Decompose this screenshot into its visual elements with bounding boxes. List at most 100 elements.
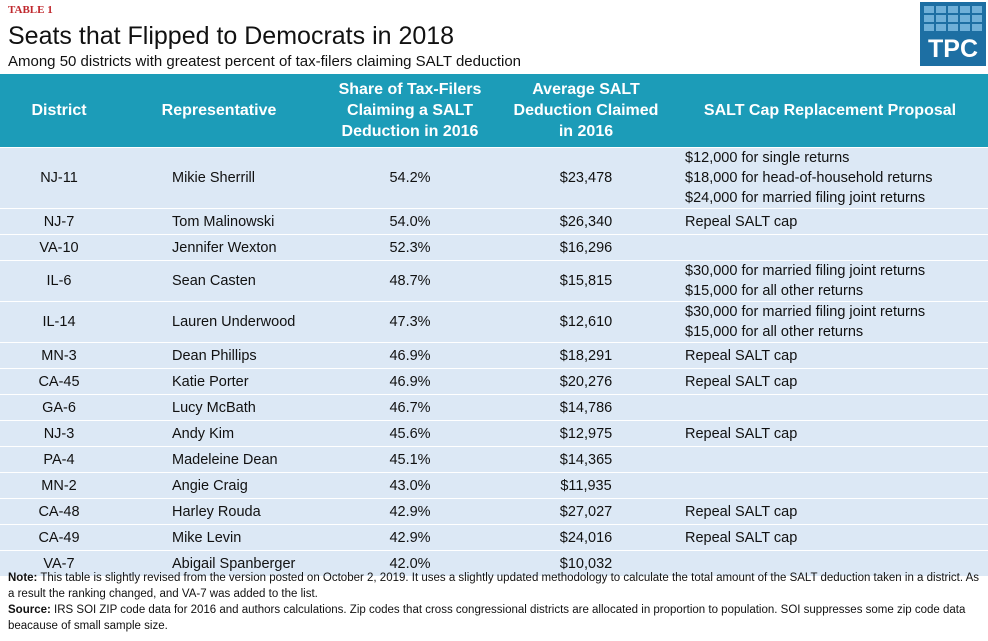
cell: $14,365 (500, 446, 672, 473)
cell: 54.2% (320, 147, 500, 209)
cell: IL-14 (0, 301, 118, 343)
cell: 54.0% (320, 208, 500, 235)
cell: $30,000 for married filing joint returns… (672, 260, 988, 302)
cell: 45.1% (320, 446, 500, 473)
cell-line: $12,000 for single returns (685, 150, 850, 166)
cell-line: Repeal SALT cap (685, 503, 798, 520)
cell: GA-6 (0, 394, 118, 421)
note-text: This table is slightly revised from the … (8, 572, 980, 600)
cell: Lauren Underwood (118, 301, 320, 343)
cell: $27,027 (500, 498, 672, 525)
cell: 42.0% (320, 550, 500, 576)
cell-line: $30,000 for married filing joint returns (685, 304, 926, 320)
logo: TPC (920, 2, 986, 66)
cell: $12,610 (500, 301, 672, 343)
cell: Repeal SALT cap (672, 524, 988, 551)
cell (672, 472, 988, 499)
table-row: IL-6 Sean Casten 48.7% $15,815 $30,000 for m… (0, 260, 988, 302)
cell: Jennifer Wexton (118, 234, 320, 261)
cell: Andy Kim (118, 420, 320, 447)
cell-line: Repeal SALT cap (685, 425, 798, 442)
table-body: NJ-11 Mikie Sherrill 54.2% $23,478 $12,000 f… (0, 147, 988, 576)
table-row: CA-45 Katie Porter 46.9% $20,276 Repeal SALT… (0, 368, 988, 395)
note: Note: This table is slightly revised fro… (8, 570, 984, 602)
table-row: NJ-7 Tom Malinowski 54.0% $26,340 Repeal SAL… (0, 208, 988, 235)
cell: Katie Porter (118, 368, 320, 395)
table-row: VA-7 Abigail Spanberger 42.0% $10,032 (0, 550, 988, 576)
cell: 46.7% (320, 394, 500, 421)
cell-line: $24,000 for married filing joint returns (685, 190, 926, 206)
column-header: Share of Tax-Filers Claiming a SALT Dedu… (320, 74, 500, 148)
cell: $10,032 (500, 550, 672, 576)
cell: 42.9% (320, 498, 500, 525)
table-row: MN-2 Angie Craig 43.0% $11,935 (0, 472, 988, 499)
column-header: Average SALT Deduction Claimed in 2016 (500, 74, 672, 148)
table-row: CA-48 Harley Rouda 42.9% $27,027 Repeal SALT… (0, 498, 988, 525)
cell: Repeal SALT cap (672, 498, 988, 525)
cell: 42.9% (320, 524, 500, 551)
cell-line: $15,000 for all other returns (685, 283, 864, 299)
table-row: NJ-3 Andy Kim 45.6% $12,975 Repeal SALT cap (0, 420, 988, 447)
cell: NJ-11 (0, 147, 118, 209)
table-row: GA-6 Lucy McBath 46.7% $14,786 (0, 394, 988, 421)
note-label: Note: (8, 572, 38, 584)
cell (672, 550, 988, 576)
note-text: IRS SOI ZIP code data for 2016 and autho… (8, 604, 966, 632)
cell: $15,815 (500, 260, 672, 302)
title: Seats that Flipped to Democrats in 2018 (8, 22, 455, 50)
cell: 45.6% (320, 420, 500, 447)
note-label: Source: (8, 604, 51, 616)
column-header: District (0, 74, 118, 148)
cell: $12,000 for single returns $18,000 for he… (672, 147, 988, 209)
cell: Harley Rouda (118, 498, 320, 525)
cell: CA-48 (0, 498, 118, 525)
cell-line: Repeal SALT cap (685, 347, 798, 364)
cell-line: Repeal SALT cap (685, 373, 798, 390)
table-row: CA-49 Mike Levin 42.9% $24,016 Repeal SALT c… (0, 524, 988, 551)
cell: CA-49 (0, 524, 118, 551)
cell: 48.7% (320, 260, 500, 302)
cell: Repeal SALT cap (672, 208, 988, 235)
cell: PA-4 (0, 446, 118, 473)
cell: Lucy McBath (118, 394, 320, 421)
table: District Representative Share of Tax-Filer… (0, 74, 988, 576)
cell: Dean Phillips (118, 342, 320, 369)
cell: Mike Levin (118, 524, 320, 551)
cell-line: Repeal SALT cap (685, 213, 798, 230)
cell: MN-3 (0, 342, 118, 369)
cell-line: Repeal SALT cap (685, 529, 798, 546)
cell: Angie Craig (118, 472, 320, 499)
logo-text: TPC (928, 35, 978, 63)
header-row: District Representative Share of Tax-Filer… (0, 74, 988, 148)
table-row: PA-4 Madeleine Dean 45.1% $14,365 (0, 446, 988, 473)
table-row: IL-14 Lauren Underwood 47.3% $12,610 $30,000… (0, 301, 988, 343)
notes: Note: This table is slightly revised fro… (8, 570, 984, 634)
cell: Mikie Sherrill (118, 147, 320, 209)
cell: 43.0% (320, 472, 500, 499)
cell: NJ-3 (0, 420, 118, 447)
cell-line: $15,000 for all other returns (685, 324, 864, 340)
column-header: SALT Cap Replacement Proposal (672, 74, 988, 148)
cell: Tom Malinowski (118, 208, 320, 235)
cell: $18,291 (500, 342, 672, 369)
cell: Madeleine Dean (118, 446, 320, 473)
cell: 46.9% (320, 368, 500, 395)
cell: $14,786 (500, 394, 672, 421)
cell: $11,935 (500, 472, 672, 499)
table-row: NJ-11 Mikie Sherrill 54.2% $23,478 $12,000 f… (0, 147, 988, 209)
cell: 52.3% (320, 234, 500, 261)
cell: MN-2 (0, 472, 118, 499)
cell: Sean Casten (118, 260, 320, 302)
cell: Repeal SALT cap (672, 420, 988, 447)
cell (672, 446, 988, 473)
cell-line: $18,000 for head-of-household returns (685, 170, 933, 186)
table-label: TABLE 1 (8, 4, 53, 16)
cell: $16,296 (500, 234, 672, 261)
cell: Repeal SALT cap (672, 342, 988, 369)
cell: Abigail Spanberger (118, 550, 320, 576)
table-row: MN-3 Dean Phillips 46.9% $18,291 Repeal SALT… (0, 342, 988, 369)
cell: $26,340 (500, 208, 672, 235)
subtitle: Among 50 districts with greatest percent… (8, 53, 522, 70)
cell: VA-10 (0, 234, 118, 261)
